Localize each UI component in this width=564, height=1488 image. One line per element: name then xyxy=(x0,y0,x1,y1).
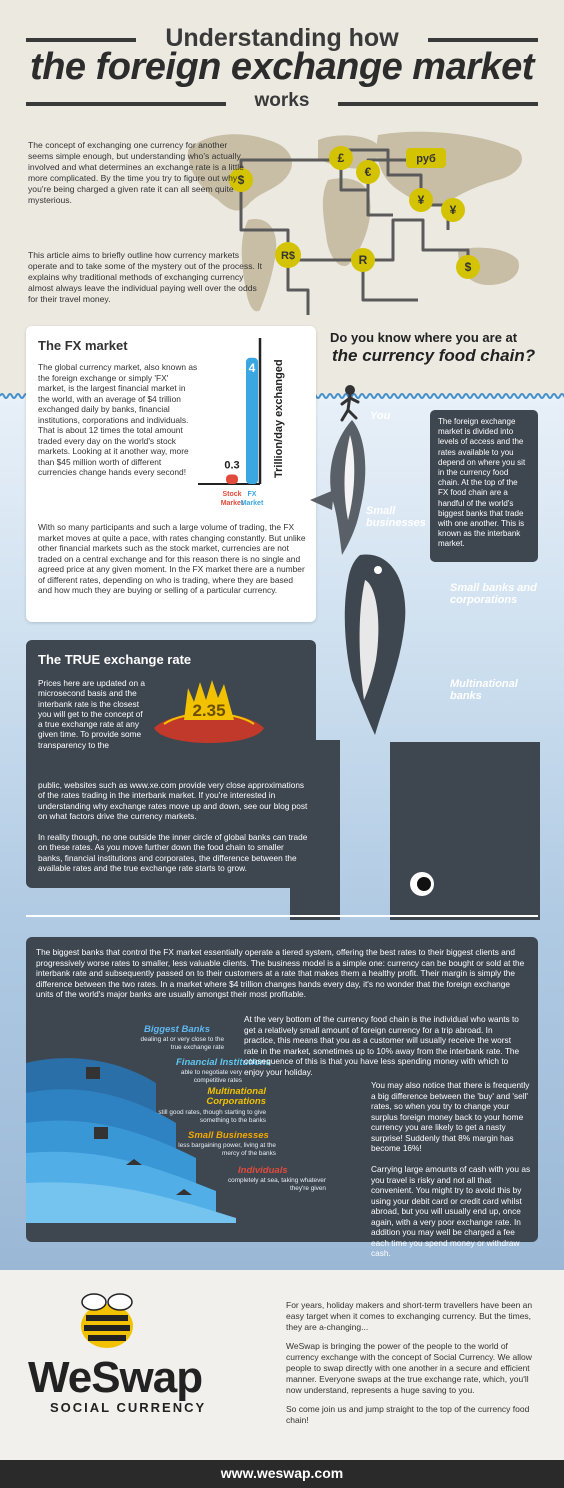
bee-icon xyxy=(81,1293,133,1348)
subtitle-rule-right xyxy=(338,102,538,106)
tier-financial-institutions-desc: able to negotiate very competitive rates xyxy=(180,1069,242,1084)
weswap-logo: WeSwap xyxy=(28,1353,203,1402)
fx-market-paragraph-1: The global currency market, also known a… xyxy=(38,362,198,477)
tier-individuals-desc: completely at sea, taking whatever they'… xyxy=(227,1177,326,1192)
intro-paragraph-2: This article aims to briefly outline how… xyxy=(28,250,263,304)
world-map-illustration: $ £ руб € ¥ ¥ R$ R $ xyxy=(188,131,522,315)
title-line-1: Understanding how xyxy=(165,24,399,52)
tier-multinational-corporations-desc: still good rates, though starting to giv… xyxy=(158,1109,266,1124)
svg-text:руб: руб xyxy=(416,153,436,165)
price-display: 2.35 xyxy=(192,701,225,720)
cash-risk-paragraph: Carrying large amounts of cash with you … xyxy=(371,1164,531,1258)
header: Understanding how the foreign exchange m… xyxy=(0,0,564,118)
tier-multinational-corporations: Multinational Corporations xyxy=(206,1086,266,1107)
url-bar: www.weswap.com xyxy=(0,1460,564,1488)
food-chain-info-box: The foreign exchange market is divided i… xyxy=(430,410,538,562)
title-rule-left xyxy=(26,38,136,42)
chart-bar-0 xyxy=(226,474,238,484)
chart-value-label-1: 4 xyxy=(249,361,256,375)
tier-small-businesses: Small Businesses xyxy=(188,1130,269,1141)
fx-market-paragraph-2: With so many participants and such a lar… xyxy=(38,522,306,595)
chart-category-label-1: Market xyxy=(241,500,264,507)
footer-paragraph-3: So come join us and jump straight to the… xyxy=(286,1404,530,1426)
tier-steps-illustration xyxy=(26,1058,236,1223)
cushion-icon: 2.35 xyxy=(154,680,264,743)
food-chain-bottom-paragraph: At the very bottom of the currency food … xyxy=(244,1014,520,1077)
tier-individuals: Individuals xyxy=(238,1165,288,1176)
person-icon xyxy=(340,385,360,422)
footer-section: WeSwap SOCIAL CURRENCY For years, holida… xyxy=(0,1270,564,1460)
intro-paragraph-1: The concept of exchanging one currency f… xyxy=(28,140,244,205)
food-chain-heading: the currency food chain? xyxy=(332,346,536,365)
food-chain-question: Do you know where you are at xyxy=(330,330,518,345)
section-divider xyxy=(26,915,538,917)
chart-category-label-1: FX xyxy=(248,491,257,498)
page-title: the foreign exchange market xyxy=(30,46,534,88)
footer-paragraph-1: For years, holiday makers and short-term… xyxy=(286,1300,533,1332)
tier-financial-institutions: Financial Institutions xyxy=(176,1057,272,1068)
true-rate-paragraph-2: public, websites such as www.xe.com prov… xyxy=(38,780,308,821)
footer-copy: For years, holiday makers and short-term… xyxy=(286,1300,536,1435)
true-rate-paragraph-1: Prices here are updated on a microsecond… xyxy=(38,678,146,750)
svg-text:R$: R$ xyxy=(281,250,295,262)
true-rate-title: The TRUE exchange rate xyxy=(38,652,192,667)
tier-biggest-banks-desc: dealing at or very close to the true exc… xyxy=(140,1036,224,1051)
whale-icon xyxy=(390,742,540,920)
label-you: You xyxy=(370,410,391,422)
label-small-businesses: Small businesses xyxy=(366,505,426,529)
chart-value-label-0: 0.3 xyxy=(224,460,239,472)
footer-paragraph-2: WeSwap is bringing the power of the peop… xyxy=(286,1341,532,1395)
label-multinational-banks: Multinational banks xyxy=(450,678,518,702)
subtitle-rule-left xyxy=(26,102,226,106)
fx-market-card: The FX market The global currency market… xyxy=(26,326,316,622)
shark-icon xyxy=(310,420,366,555)
label-small-banks: Small banks and corporations xyxy=(450,582,537,606)
tier-biggest-banks: Biggest Banks xyxy=(144,1024,210,1035)
svg-text:¥: ¥ xyxy=(450,203,457,217)
fx-market-title: The FX market xyxy=(38,338,128,353)
website-link[interactable]: www.weswap.com xyxy=(220,1465,344,1481)
tiered-system-paragraph: The biggest banks that control the FX ma… xyxy=(36,947,525,999)
svg-text:R: R xyxy=(359,253,368,267)
chart-y-axis-label: Trillion/day exchanged xyxy=(273,359,285,478)
tier-small-businesses-desc: less bargaining power, living at the mer… xyxy=(178,1142,276,1157)
seal-icon xyxy=(344,554,406,735)
title-line-3: works xyxy=(254,90,310,111)
svg-text:$: $ xyxy=(465,260,472,274)
currency-coins: $ £ руб € ¥ ¥ R$ R $ xyxy=(229,146,480,279)
weswap-tagline: SOCIAL CURRENCY xyxy=(50,1400,207,1415)
svg-text:€: € xyxy=(365,165,372,179)
true-exchange-rate-card: The TRUE exchange rate 2.35 Prices here … xyxy=(26,640,316,888)
buy-sell-paragraph: You may also notice that there is freque… xyxy=(371,1080,530,1153)
tiered-system-box: The biggest banks that control the FX ma… xyxy=(26,937,538,1258)
svg-text:¥: ¥ xyxy=(418,193,425,207)
svg-text:$: $ xyxy=(238,173,245,187)
chart-category-label-0: Stock xyxy=(222,491,241,498)
svg-text:£: £ xyxy=(338,151,345,165)
title-rule-right xyxy=(428,38,538,42)
true-rate-paragraph-3: In reality though, no one outside the in… xyxy=(38,832,308,873)
chart-category-label-0: Market xyxy=(221,500,244,507)
chart-bar-1 xyxy=(246,357,258,484)
